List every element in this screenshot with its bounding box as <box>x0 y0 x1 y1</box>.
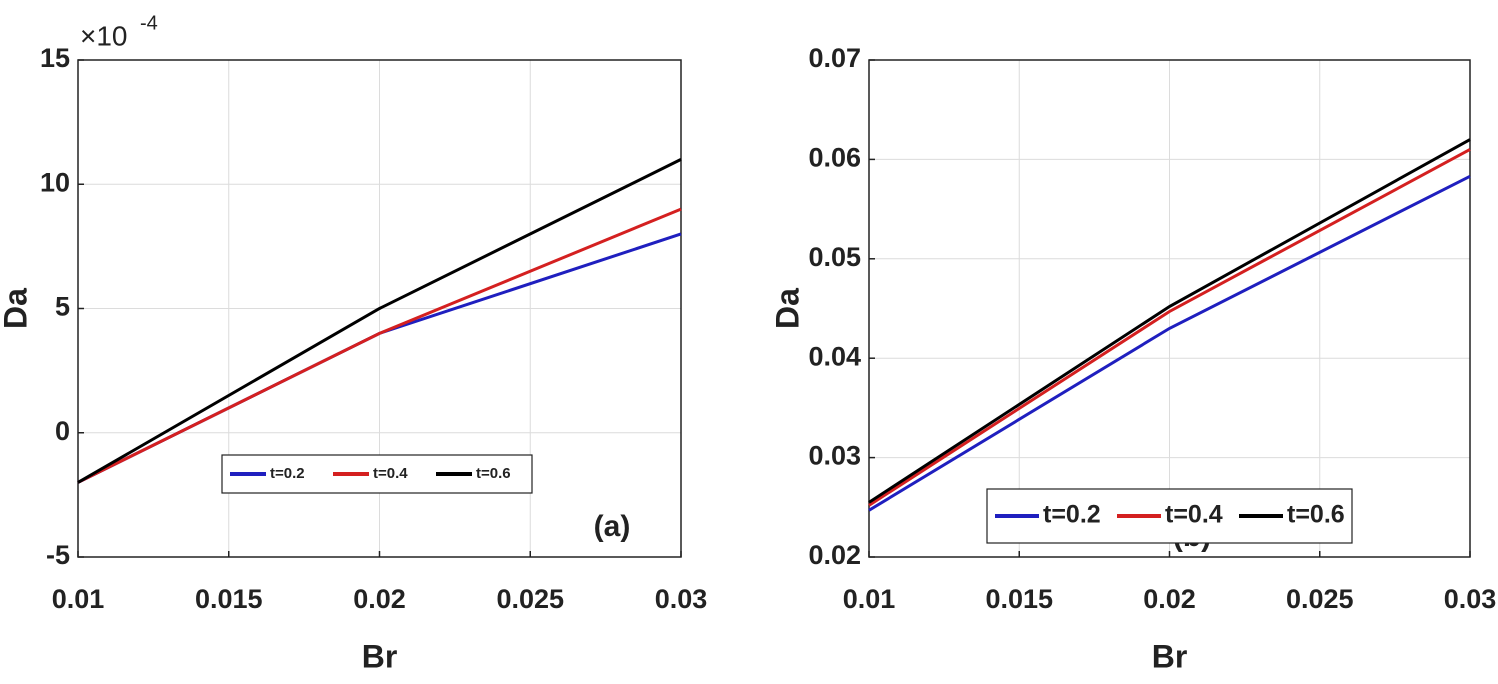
y-tick-label: 0.03 <box>808 441 861 471</box>
legend-box <box>986 488 1353 544</box>
x-tick-label: 0.025 <box>1286 584 1354 614</box>
legend-label: t=0.2 <box>270 465 305 482</box>
y-axis-label: Da <box>0 288 33 329</box>
legend-box <box>221 454 533 494</box>
y-tick-label: 0.05 <box>808 242 861 272</box>
legend-label: t=0.6 <box>1287 501 1345 529</box>
series-line <box>868 148 1471 507</box>
x-tick-label: 0.015 <box>985 584 1053 614</box>
y-tick-label: 10 <box>40 167 70 197</box>
y-tick-label: 0.02 <box>808 540 861 570</box>
y-scale-exponent: -4 <box>140 12 158 34</box>
y-tick-label: 0.06 <box>808 143 861 173</box>
x-tick-label: 0.03 <box>1444 584 1497 614</box>
series-line <box>77 207 682 484</box>
legend-label: t=0.4 <box>373 465 408 482</box>
x-tick-label: 0.01 <box>843 584 896 614</box>
x-tick-label: 0.025 <box>496 584 564 614</box>
x-axis-label: Br <box>1152 638 1188 674</box>
y-scale-label: ×10 <box>80 20 128 51</box>
legend-label: t=0.4 <box>1165 501 1223 529</box>
series-line <box>868 138 1471 504</box>
legend-label: t=0.2 <box>1043 501 1101 529</box>
y-tick-label: 15 <box>40 43 70 73</box>
legend-label: t=0.6 <box>476 465 511 482</box>
x-tick-label: 0.02 <box>1143 584 1196 614</box>
y-tick-label: 0.07 <box>808 43 861 73</box>
axes-box <box>868 59 1471 558</box>
y-tick-label: 0.04 <box>808 341 861 371</box>
x-tick-label: 0.02 <box>353 584 406 614</box>
x-tick-label: 0.01 <box>52 584 105 614</box>
series-line <box>868 174 1471 512</box>
y-tick-label: -5 <box>46 540 70 570</box>
x-axis-label: Br <box>362 638 398 674</box>
y-axis-label: Da <box>769 288 805 329</box>
x-tick-label: 0.015 <box>195 584 263 614</box>
y-tick-label: 0 <box>55 416 70 446</box>
axes-box <box>77 59 682 558</box>
x-tick-label: 0.03 <box>655 584 708 614</box>
chart: 0.01 0.015 0.02 0.025 0.03 -5 0 5 10 15 Br Da ×10 -4 (… <box>0 12 707 674</box>
chart: 0.01 0.015 0.02 0.025 0.03 0.02 0.03 0.04 0.05 0.… <box>769 43 1496 674</box>
series-line <box>77 158 682 484</box>
y-tick-label: 5 <box>55 292 70 322</box>
annotation: (a) <box>594 510 631 543</box>
